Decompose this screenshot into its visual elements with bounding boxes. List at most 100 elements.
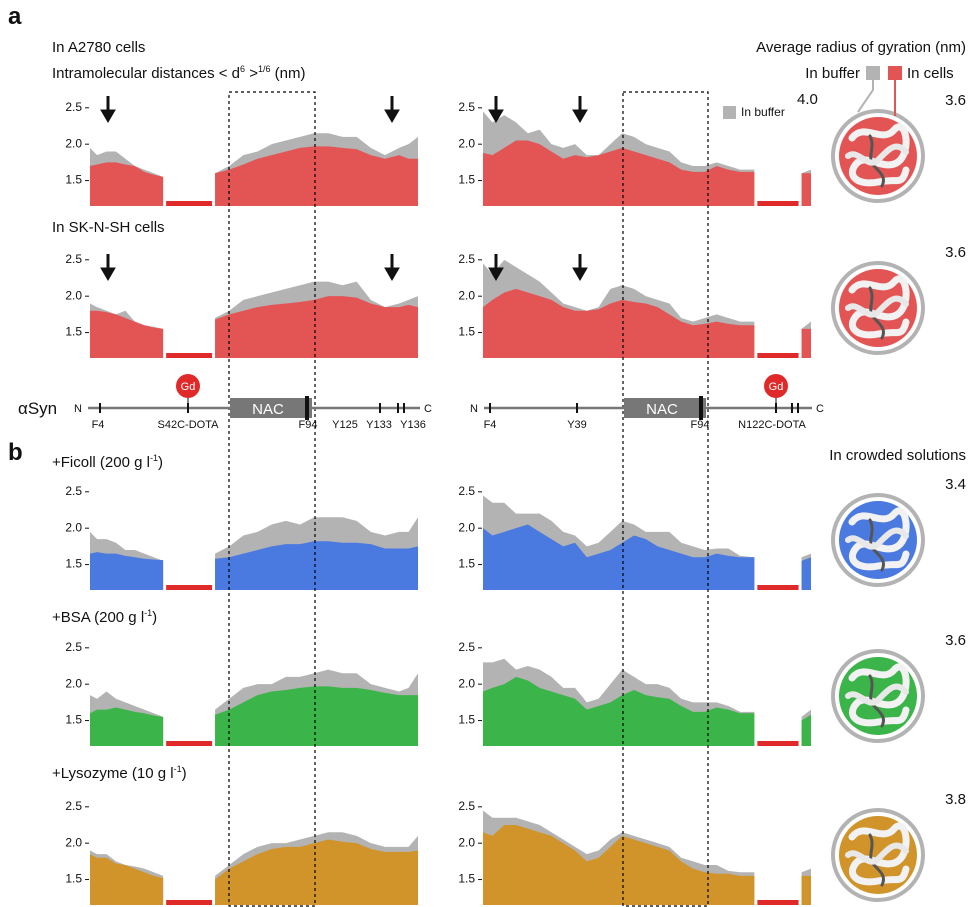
f94-marker: [699, 396, 703, 420]
label-gap: [166, 741, 212, 746]
y-tick-label: 1.5: [65, 557, 82, 571]
cell-area: [483, 825, 811, 905]
terminus: C: [424, 403, 432, 415]
y-tick-label: 1.5: [458, 325, 475, 339]
y-tick-label: 2.0: [65, 676, 82, 690]
legend-label: In buffer: [805, 65, 860, 82]
y-tick-label: 1.5: [458, 173, 475, 187]
rg-title: Average radius of gyration (nm): [756, 39, 966, 56]
site-label: S42C-DOTA: [158, 419, 220, 431]
y-tick-label: 2.5: [458, 640, 475, 654]
rg-buffer-value: 4.0: [797, 91, 818, 108]
site-label: Y125: [332, 419, 358, 431]
nac-box: [623, 92, 708, 906]
y-tick-label: 2.0: [65, 288, 82, 302]
y-tick-label: 2.5: [458, 252, 475, 266]
y-tick-label: 1.5: [65, 325, 82, 339]
label-gap: [166, 900, 212, 905]
legend-leader: [858, 80, 873, 112]
gd-label: Gd: [181, 381, 196, 393]
cell-line-title: In A2780 cells: [52, 39, 145, 56]
site-label: Y133: [366, 419, 392, 431]
y-tick-label: 1.5: [65, 872, 82, 886]
title-sup: -1: [174, 764, 182, 774]
f94-marker: [305, 396, 309, 420]
label-gap: [757, 900, 798, 905]
y-tick-label: 2.5: [65, 100, 82, 114]
title-part: +Lysozyme (10 g l: [52, 765, 174, 782]
row-title: In SK-N-SH cells: [52, 219, 165, 236]
figure: 1.5 2.0 2.5 1.5 2.0 2.5 In buffer 1.5 2.0 2.5 1.5 2…: [0, 0, 972, 907]
distance-title: Intramolecular distances < d6 >1/6 (nm): [52, 64, 305, 82]
y-tick-label: 2.0: [458, 520, 475, 534]
title-part: +BSA (200 g l: [52, 609, 144, 626]
arrow: [101, 110, 115, 122]
label-gap: [166, 201, 212, 206]
panel-label: a: [8, 3, 22, 30]
y-tick-label: 2.0: [458, 136, 475, 150]
y-tick-label: 2.5: [65, 640, 82, 654]
legend-label: In cells: [907, 65, 954, 82]
y-tick-label: 2.0: [458, 288, 475, 302]
y-tick-label: 2.5: [65, 799, 82, 813]
row-title: +BSA (200 g l-1): [52, 608, 157, 626]
site-label: N122C-DOTA: [738, 419, 806, 431]
title-part: ): [158, 454, 163, 471]
nac-label: NAC: [252, 401, 284, 418]
rg-value: 3.6: [945, 244, 966, 261]
legend-swatch: [888, 66, 902, 80]
rg-value: 3.6: [945, 632, 966, 649]
y-tick-label: 1.5: [458, 872, 475, 886]
rg-value: 3.6: [945, 92, 966, 109]
gd-label: Gd: [769, 381, 784, 393]
rg-value: 3.8: [945, 791, 966, 808]
row-title: +Lysozyme (10 g l-1): [52, 764, 187, 782]
label-gap: [166, 353, 212, 358]
sequence-schematic: αSyn N C NAC Gd F4 S42C-DOTA F94 Y125 Y1…: [18, 374, 824, 431]
arrow: [385, 110, 399, 122]
terminus: N: [470, 403, 478, 415]
terminus: C: [816, 403, 824, 415]
y-tick-label: 2.0: [65, 520, 82, 534]
y-tick-label: 1.5: [65, 173, 82, 187]
y-tick-label: 2.0: [458, 676, 475, 690]
label-gap: [757, 201, 798, 206]
y-tick-label: 1.5: [458, 713, 475, 727]
site-label: F4: [484, 419, 497, 431]
nac-box: [229, 92, 315, 906]
y-tick-label: 2.5: [65, 484, 82, 498]
y-tick-label: 2.5: [458, 799, 475, 813]
label-gap: [757, 741, 798, 746]
title-part: (nm): [270, 65, 305, 82]
site-label: F94: [691, 419, 710, 431]
site-label: Y39: [567, 419, 587, 431]
rg-value: 3.4: [945, 476, 966, 493]
title-part: ): [152, 609, 157, 626]
y-tick-label: 2.5: [458, 484, 475, 498]
legend-label: In buffer: [741, 105, 785, 119]
label-gap: [166, 585, 212, 590]
y-tick-label: 1.5: [458, 557, 475, 571]
row-title: +Ficoll (200 g l-1): [52, 453, 163, 471]
plots: 1.5 2.0 2.5 1.5 2.0 2.5 In buffer 1.5 2.0 2.5 1.5 2…: [65, 92, 966, 905]
arrow: [385, 268, 399, 280]
y-tick-label: 2.0: [458, 835, 475, 849]
title-part: Intramolecular distances < d: [52, 65, 240, 82]
terminus: N: [74, 403, 82, 415]
crowded-title: In crowded solutions: [829, 447, 966, 464]
site-label: F4: [92, 419, 105, 431]
legend-swatch: [866, 66, 880, 80]
protein-label: αSyn: [18, 399, 57, 418]
arrow: [573, 268, 587, 280]
y-tick-label: 2.0: [65, 835, 82, 849]
nac-label: NAC: [646, 401, 678, 418]
y-tick-label: 2.0: [65, 136, 82, 150]
y-tick-label: 2.5: [458, 100, 475, 114]
title-part: +Ficoll (200 g l: [52, 454, 150, 471]
legend-swatch: [723, 106, 736, 119]
arrow: [573, 110, 587, 122]
site-label: F94: [299, 419, 318, 431]
title-part: ): [182, 765, 187, 782]
title-sup: -1: [150, 453, 158, 463]
y-tick-label: 1.5: [65, 713, 82, 727]
